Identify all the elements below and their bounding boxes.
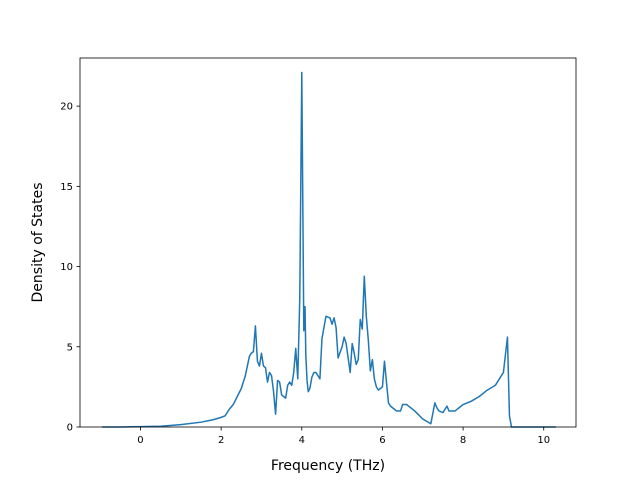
x-tick-label: 0	[137, 435, 143, 446]
x-tick-label: 10	[537, 435, 550, 446]
x-axis-label: Frequency (THz)	[271, 458, 385, 474]
y-tick-label: 0	[67, 423, 73, 434]
axes-frame	[79, 57, 577, 428]
plot-area	[102, 71, 556, 428]
y-tick-label: 10	[60, 262, 73, 273]
dos-series-line	[102, 71, 556, 428]
x-tick-label: 6	[379, 435, 385, 446]
axis-ticks: 0 2 4 6 8 10 0 5 10 15 20	[60, 102, 550, 446]
y-axis-label: Density of States	[30, 183, 46, 303]
x-tick-label: 4	[299, 435, 305, 446]
x-tick-label: 8	[460, 435, 466, 446]
x-tick-label: 2	[218, 435, 224, 446]
y-tick-label: 20	[60, 102, 73, 113]
y-tick-label: 15	[60, 182, 73, 193]
y-tick-label: 5	[67, 342, 73, 353]
